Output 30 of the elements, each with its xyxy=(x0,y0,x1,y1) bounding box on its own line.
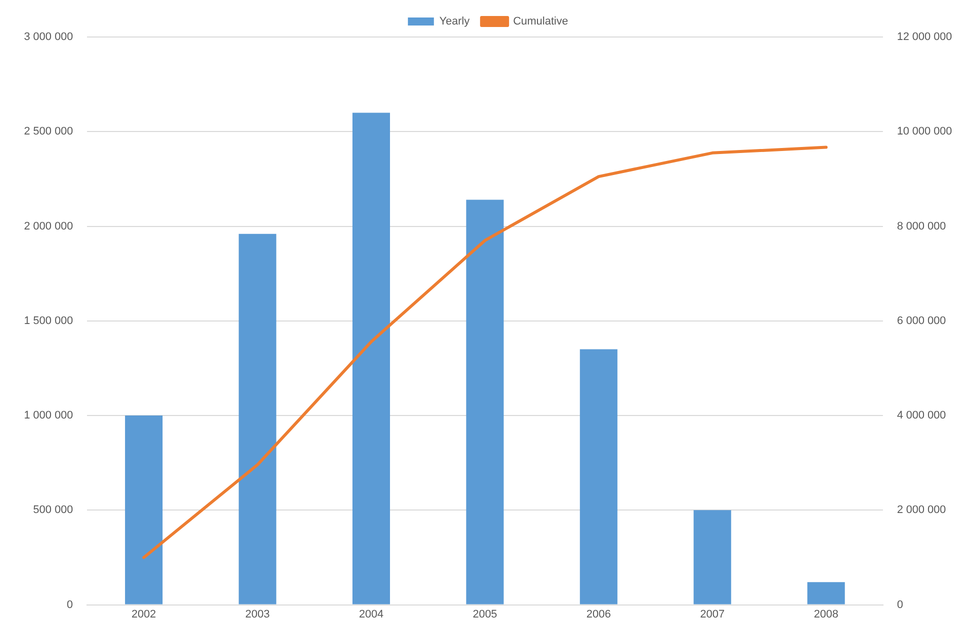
y2-tick-label: 12 000 000 xyxy=(896,31,952,44)
y-tick-label: 3 000 000 xyxy=(24,31,73,44)
y2-tick-label: 10 000 000 xyxy=(896,126,952,138)
y-tick-label: 2 000 000 xyxy=(24,220,73,232)
bar xyxy=(580,349,618,604)
y-tick-label: 1 000 000 xyxy=(24,410,73,422)
legend-label: Cumulative xyxy=(513,16,568,28)
x-tick-label: 2002 xyxy=(132,608,156,620)
bar xyxy=(125,416,163,604)
x-tick-label: 2008 xyxy=(814,608,838,620)
x-tick-label: 2006 xyxy=(586,608,611,620)
y-tick-label: 500 000 xyxy=(33,504,73,516)
bar xyxy=(694,510,732,604)
y-tick-label: 2 500 000 xyxy=(24,126,73,138)
y-tick-label: 1 500 000 xyxy=(24,314,73,327)
x-tick-label: 2007 xyxy=(700,608,725,620)
y2-tick-label: 4 000 000 xyxy=(896,410,946,422)
x-tick-label: 2003 xyxy=(245,608,270,620)
bar xyxy=(238,234,276,604)
y2-tick-label: 0 xyxy=(896,598,904,611)
bar xyxy=(807,582,845,604)
x-tick-label: 2005 xyxy=(472,608,498,620)
y-tick-label: 0 xyxy=(66,598,73,611)
y2-tick-label: 2 000 000 xyxy=(896,504,946,516)
bar xyxy=(352,112,390,604)
bar xyxy=(466,200,504,604)
y2-tick-label: 6 000 000 xyxy=(896,314,946,327)
y2-tick-label: 8 000 000 xyxy=(896,220,946,232)
legend-label: Yearly xyxy=(439,16,470,28)
x-tick-label: 2004 xyxy=(358,608,384,620)
